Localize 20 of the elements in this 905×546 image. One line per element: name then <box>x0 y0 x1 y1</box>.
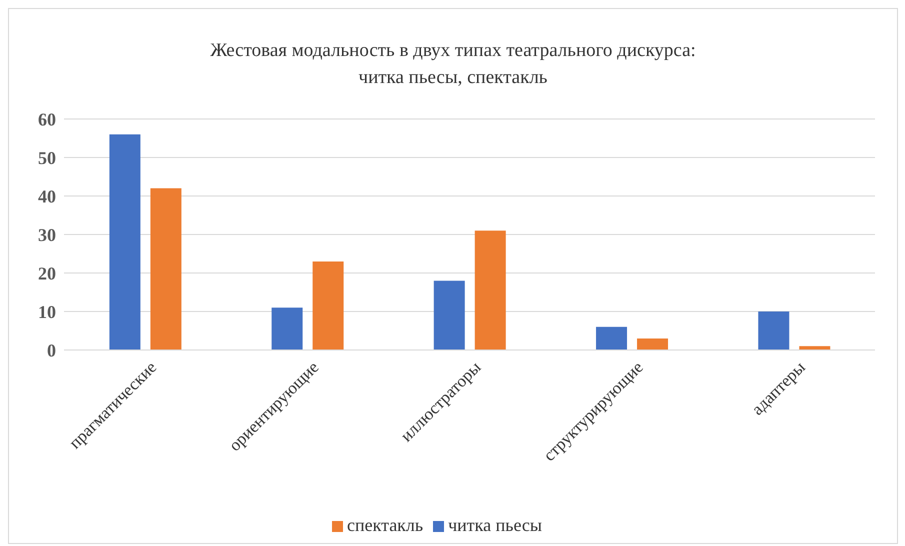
bar <box>272 308 303 350</box>
bar <box>109 134 140 350</box>
bar <box>637 338 668 350</box>
bar <box>596 326 628 350</box>
y-tick-label: 20 <box>38 263 56 284</box>
bar <box>150 188 182 350</box>
y-tick-label: 60 <box>38 109 56 130</box>
legend-label: читка пьесы <box>448 515 542 535</box>
bar <box>312 261 344 350</box>
y-tick-label: 50 <box>38 148 56 168</box>
bar <box>434 280 465 350</box>
y-tick-label: 40 <box>38 186 56 206</box>
y-tick-label: 10 <box>38 302 56 322</box>
bar <box>758 312 790 350</box>
y-tick-label: 30 <box>38 224 56 245</box>
legend-label: спектакль <box>346 515 424 535</box>
chart-title: Жестовая модальность в двух типах театрального дискурса: читка пьесы, спектакль <box>209 39 697 90</box>
bar <box>474 230 506 350</box>
y-tick-label: 0 <box>47 340 56 360</box>
bar <box>799 346 830 350</box>
